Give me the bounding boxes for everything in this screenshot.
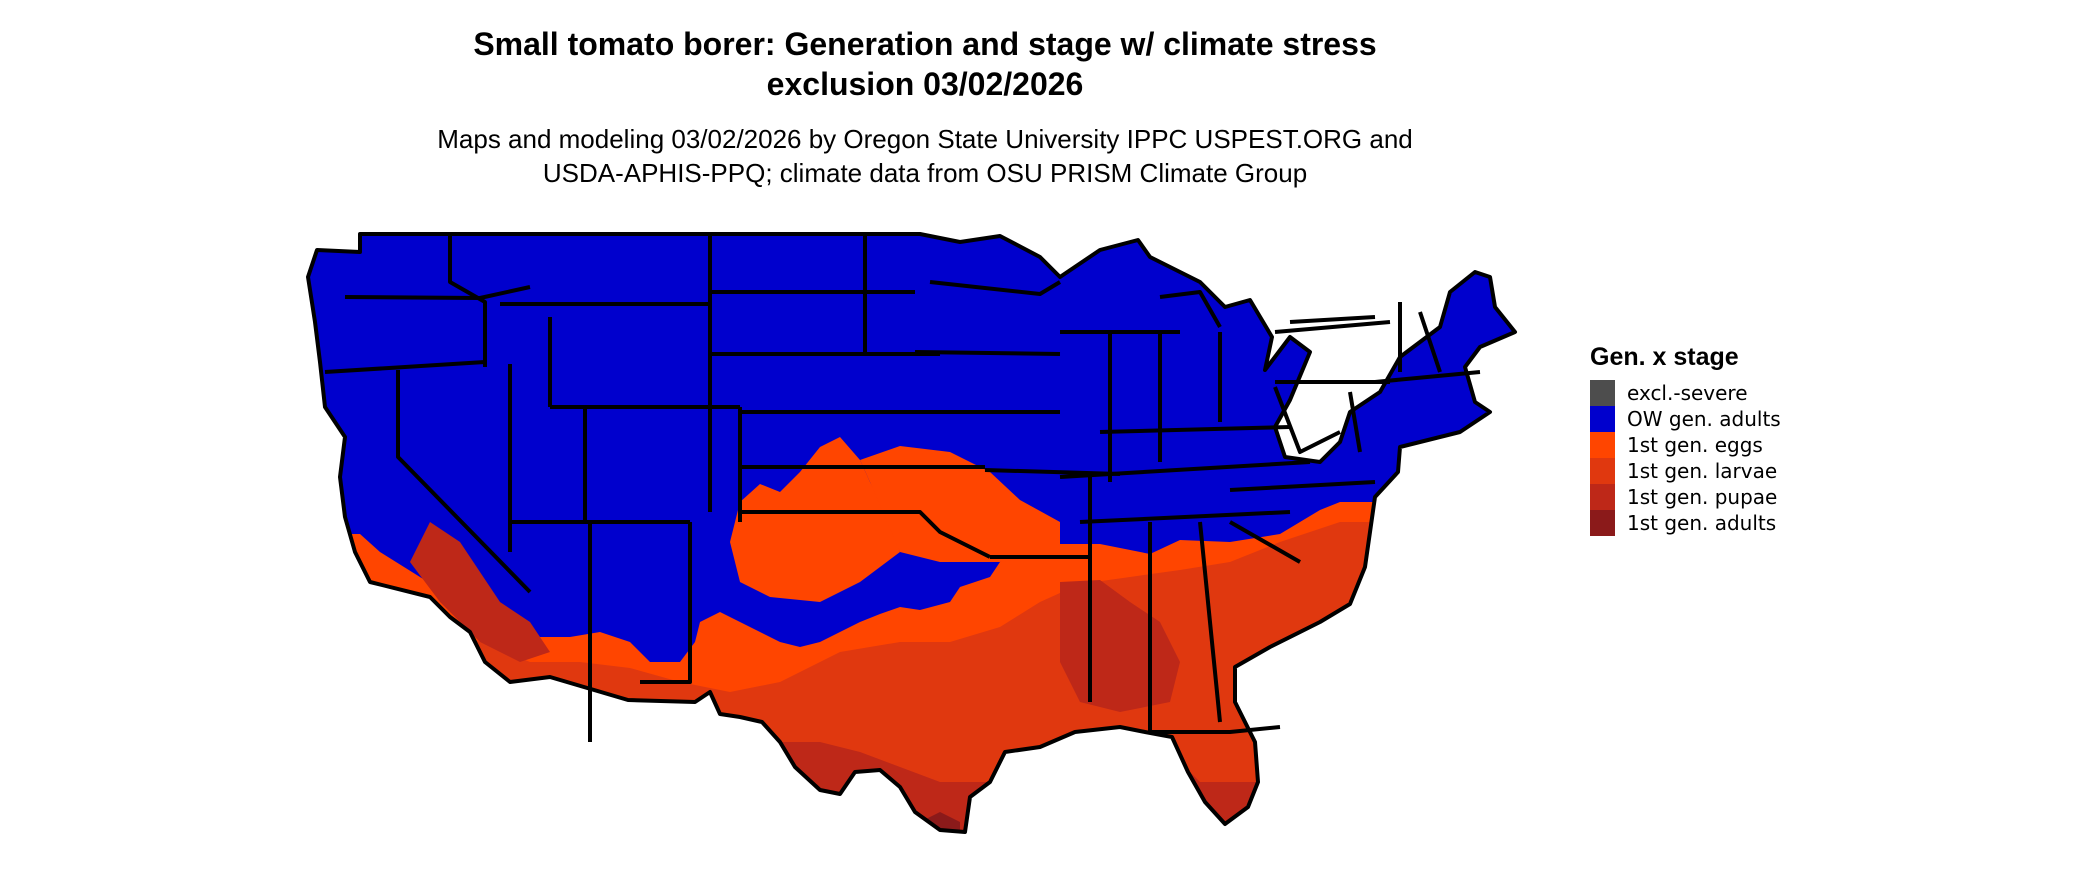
eggs-zone-north <box>730 437 900 602</box>
map-subtitle-line-1: Maps and modeling 03/02/2026 by Oregon S… <box>437 124 1413 154</box>
legend-item-ow-gen-adults: OW gen. adults <box>1590 406 1830 432</box>
legend-label: 1st gen. pupae <box>1627 485 1778 509</box>
us-map <box>300 222 1600 892</box>
legend-swatch <box>1590 484 1615 510</box>
map-legend: Gen. x stage excl.-severe OW gen. adults… <box>1590 342 1830 536</box>
map-subtitle-line-2: USDA-APHIS-PPQ; climate data from OSU PR… <box>542 158 1308 188</box>
eggs-zone-central <box>860 446 1060 562</box>
state-borders <box>306 232 1517 834</box>
map-title-line-1: Small tomato borer: Generation and stage… <box>473 26 1377 62</box>
legend-swatch <box>1590 406 1615 432</box>
pupae-zone-desert <box>410 522 550 662</box>
legend-swatch <box>1590 380 1615 406</box>
legend-item-1st-gen-larvae: 1st gen. larvae <box>1590 458 1830 484</box>
legend-item-excl-severe: excl.-severe <box>1590 380 1830 406</box>
map-title-line-2: exclusion 03/02/2026 <box>766 66 1084 102</box>
legend-item-1st-gen-eggs: 1st gen. eggs <box>1590 432 1830 458</box>
map-title: Small tomato borer: Generation and stage… <box>300 24 1550 104</box>
legend-label: 1st gen. eggs <box>1627 433 1763 457</box>
legend-item-1st-gen-adults: 1st gen. adults <box>1590 510 1830 536</box>
map-subtitle: Maps and modeling 03/02/2026 by Oregon S… <box>300 122 1550 190</box>
legend-swatch <box>1590 458 1615 484</box>
legend-title: Gen. x stage <box>1590 343 1739 371</box>
legend-label: excl.-severe <box>1627 381 1748 405</box>
legend-label: OW gen. adults <box>1627 407 1781 431</box>
legend-swatch <box>1590 510 1615 536</box>
adults-zone <box>920 812 960 832</box>
legend-label: 1st gen. adults <box>1627 511 1777 535</box>
legend-swatch <box>1590 432 1615 458</box>
legend-label: 1st gen. larvae <box>1627 459 1778 483</box>
legend-item-1st-gen-pupae: 1st gen. pupae <box>1590 484 1830 510</box>
